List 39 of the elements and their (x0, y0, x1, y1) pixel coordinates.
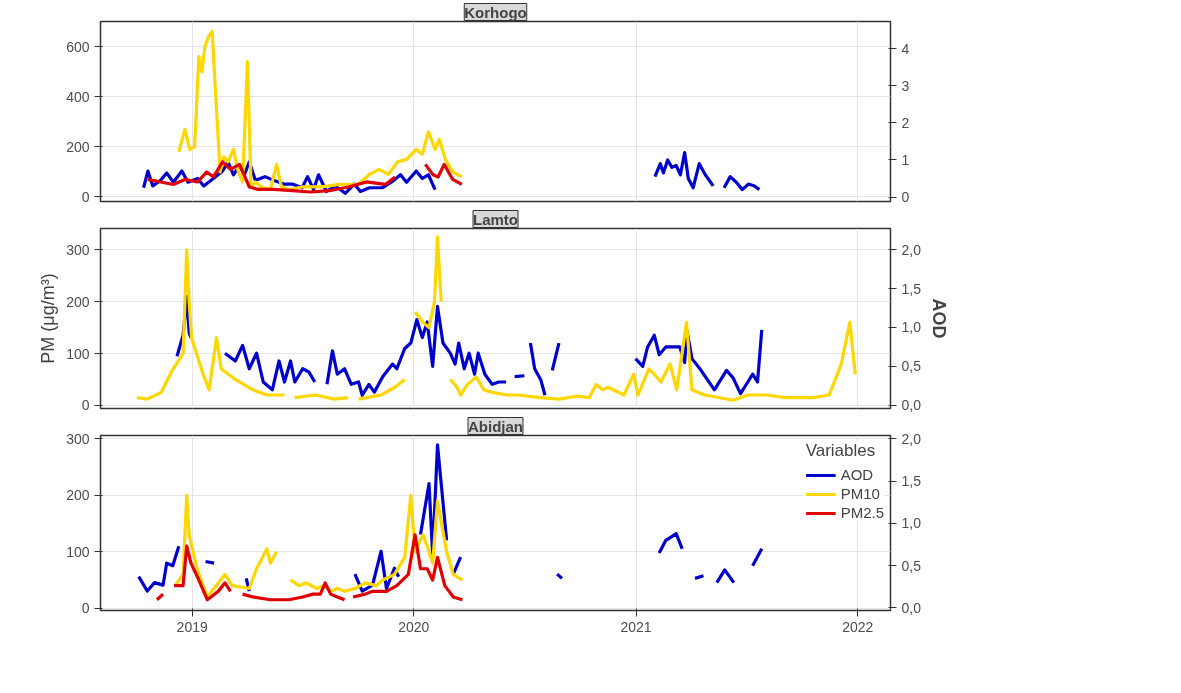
line-series (177, 29, 464, 192)
y-tick-label: 200 (66, 138, 90, 155)
y2-tick-label: 0,0 (901, 599, 922, 616)
legend-label: AOD (840, 466, 874, 483)
x-tick-label: 2019 (176, 618, 208, 635)
y-tick-label: 100 (66, 345, 90, 362)
y2-tick-label: 0,5 (901, 557, 922, 574)
y-tick-label: 400 (66, 88, 90, 105)
y-axis-title: PM (μg/m³) (38, 273, 59, 364)
y2-tick-label: 1,0 (901, 515, 922, 532)
y2-tick-label: 1,5 (901, 473, 922, 490)
legend-title: Variables (805, 441, 877, 461)
y-tick-label: 200 (66, 293, 90, 310)
x-tick-label: 2021 (620, 618, 652, 635)
y2-tick-label: 3 (901, 77, 910, 94)
chart-title: Korhogo (464, 3, 527, 21)
y2-tick-label: 2,0 (901, 430, 922, 447)
y2-tick-label: 4 (901, 40, 910, 57)
y2-tick-label: 2 (901, 114, 910, 131)
y2-tick-label: 0,0 (901, 397, 922, 414)
y-tick-label: 0 (81, 397, 90, 414)
y2-axis-title: AOD (928, 298, 949, 339)
y-tick-label: 300 (66, 241, 90, 258)
y2-tick-label: 0 (901, 189, 910, 206)
legend-label: PM2.5 (840, 504, 884, 521)
y-tick-label: 300 (66, 430, 90, 447)
y2-tick-label: 2,0 (901, 241, 922, 258)
y-tick-label: 200 (66, 487, 90, 504)
y2-tick-label: 1,5 (901, 280, 922, 297)
legend-label: PM10 (840, 485, 880, 502)
y-tick-label: 600 (66, 38, 90, 55)
x-tick-label: 2020 (398, 618, 430, 635)
x-tick-label: 2022 (842, 618, 874, 635)
y-tick-label: 100 (66, 543, 90, 560)
y2-tick-label: 0,5 (901, 358, 922, 375)
y-tick-label: 0 (81, 600, 90, 617)
y2-tick-label: 1,0 (901, 319, 922, 336)
y-tick-label: 0 (81, 188, 90, 205)
y2-tick-label: 1 (901, 151, 910, 168)
